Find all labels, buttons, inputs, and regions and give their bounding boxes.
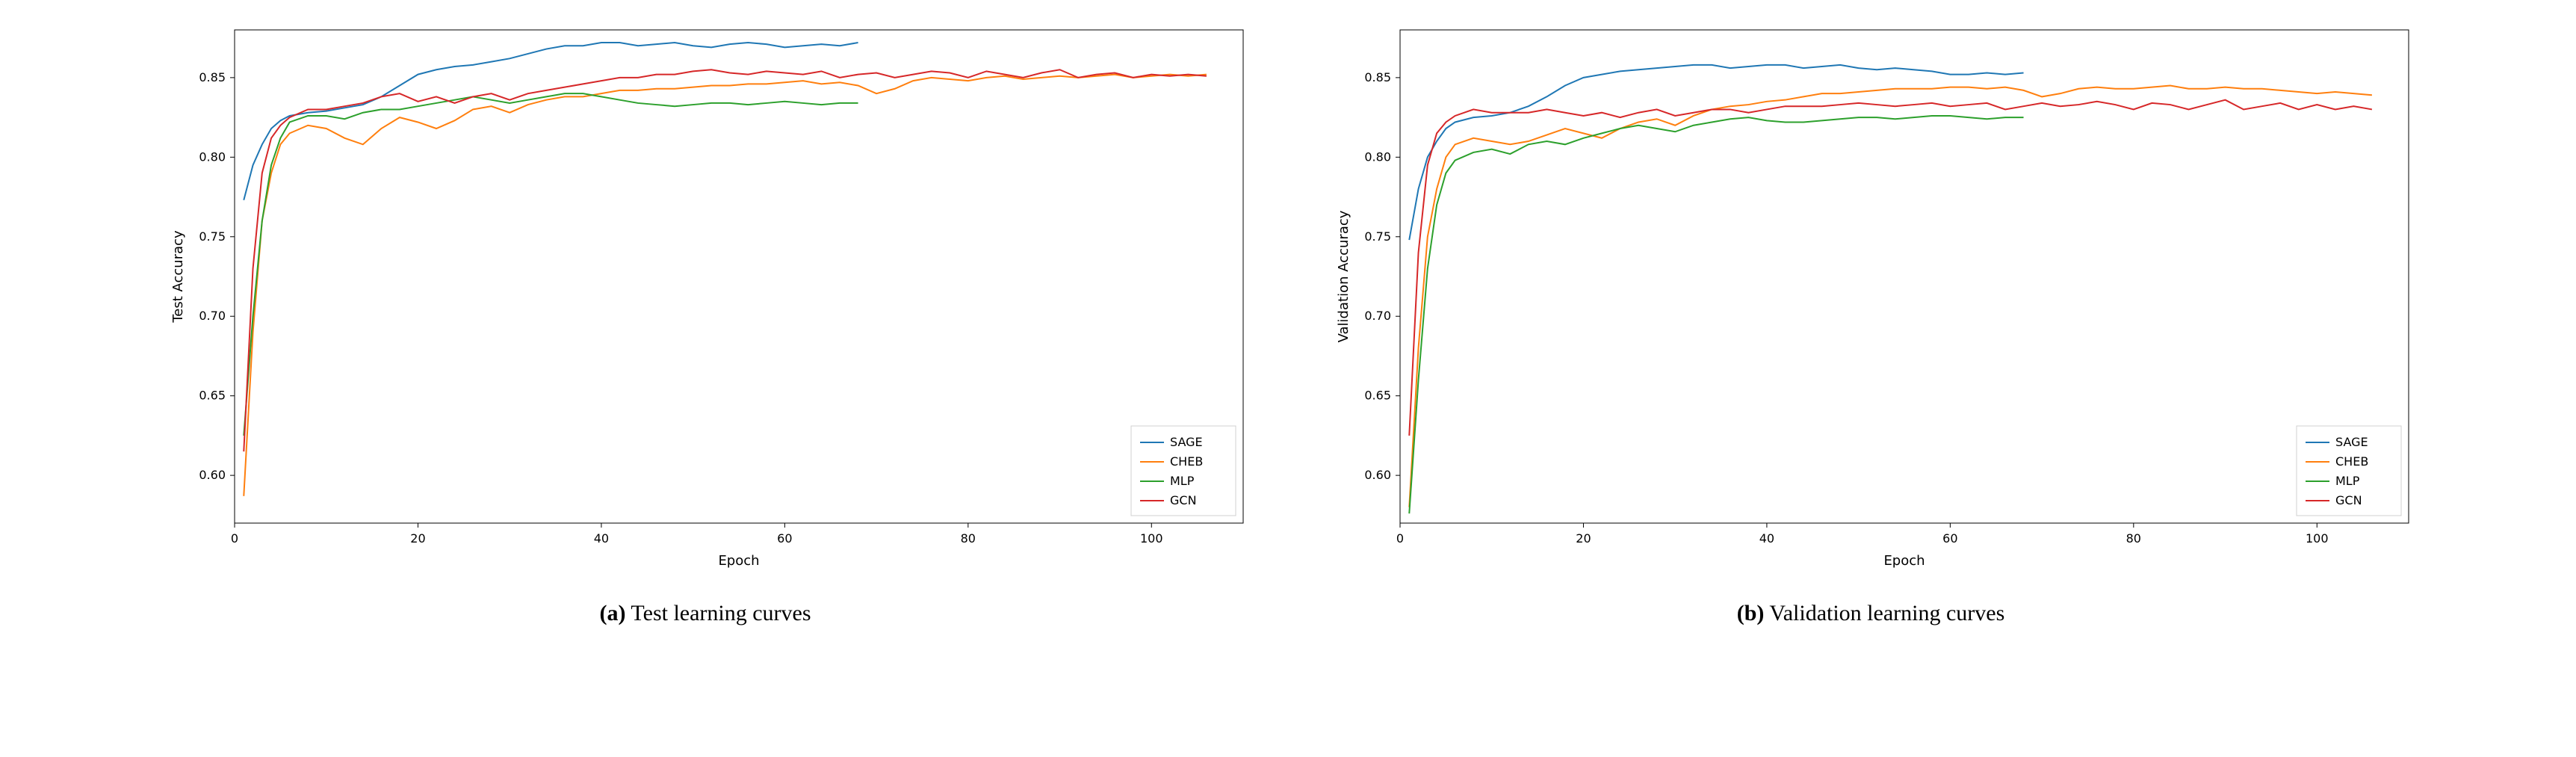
x-tick-label: 60 [777, 531, 792, 546]
caption-a: (a) Test learning curves [599, 601, 811, 626]
y-axis-label: Test Accuracy [170, 230, 186, 324]
chart-b: 0 20 40 60 80 100 0.60 0.65 0.70 0.75 0.80 0.85 Epoc… [1310, 15, 2431, 583]
x-tick-label: 40 [1759, 531, 1774, 546]
chart-a: 0 20 40 60 80 100 0.60 0.65 0.70 0.75 0.80 0.85 Epoc… [145, 15, 1266, 583]
x-tick-label: 20 [1576, 531, 1591, 546]
x-tick-label: 80 [961, 531, 976, 546]
legend-label-mlp: MLP [1170, 474, 1195, 488]
legend-label-mlp: MLP [2335, 474, 2360, 488]
x-axis-label: Epoch [1883, 553, 1925, 569]
panel-a: 0 20 40 60 80 100 0.60 0.65 0.70 0.75 0.80 0.85 Epoc… [145, 15, 1266, 626]
series-gcn [244, 69, 1207, 451]
legend-label-sage: SAGE [2335, 435, 2368, 449]
y-tick-label: 0.60 [1364, 468, 1391, 482]
x-tick-label: 100 [1140, 531, 1163, 546]
x-axis-label: Epoch [718, 553, 759, 569]
series-gcn [1409, 100, 2372, 436]
x-tick-label: 20 [410, 531, 425, 546]
y-tick-label: 0.75 [1364, 229, 1391, 244]
series-cheb [1409, 86, 2372, 507]
y-tick-label: 0.75 [199, 229, 226, 244]
legend-label-sage: SAGE [1170, 435, 1203, 449]
series-mlp [244, 93, 858, 436]
y-tick-label: 0.80 [199, 149, 226, 164]
chart-svg: 0 20 40 60 80 100 0.60 0.65 0.70 0.75 0.80 0.85 Epoc… [145, 15, 1266, 583]
series-sage [244, 43, 858, 200]
legend-label-gcn: GCN [1170, 493, 1197, 507]
legend-label-cheb: CHEB [2335, 454, 2368, 469]
y-tick-label: 0.65 [1364, 389, 1391, 403]
x-tick-label: 0 [1396, 531, 1404, 546]
x-tick-label: 100 [2306, 531, 2329, 546]
y-tick-label: 0.85 [199, 70, 226, 84]
legend-label-cheb: CHEB [1170, 454, 1203, 469]
x-tick-label: 60 [1942, 531, 1957, 546]
chart-svg: 0 20 40 60 80 100 0.60 0.65 0.70 0.75 0.80 0.85 Epoc… [1310, 15, 2431, 583]
caption-b-bold: (b) [1737, 601, 1765, 625]
y-tick-label: 0.80 [1364, 149, 1391, 164]
caption-a-text: Test learning curves [625, 601, 811, 625]
caption-b-text: Validation learning curves [1764, 601, 2004, 625]
x-tick-label: 80 [2126, 531, 2141, 546]
x-tick-label: 0 [231, 531, 238, 546]
y-tick-label: 0.85 [1364, 70, 1391, 84]
y-axis-label: Validation Accuracy [1336, 210, 1352, 342]
y-tick-label: 0.60 [199, 468, 226, 482]
caption-b: (b) Validation learning curves [1737, 601, 2005, 626]
x-tick-label: 40 [594, 531, 609, 546]
series-mlp [1409, 116, 2023, 513]
caption-a-bold: (a) [599, 601, 625, 625]
plot-frame [1400, 30, 2409, 523]
y-tick-label: 0.70 [1364, 309, 1391, 323]
panel-b: 0 20 40 60 80 100 0.60 0.65 0.70 0.75 0.80 0.85 Epoc… [1310, 15, 2431, 626]
series-cheb [244, 75, 1207, 496]
legend-label-gcn: GCN [2335, 493, 2362, 507]
y-tick-label: 0.65 [199, 389, 226, 403]
y-tick-label: 0.70 [199, 309, 226, 323]
